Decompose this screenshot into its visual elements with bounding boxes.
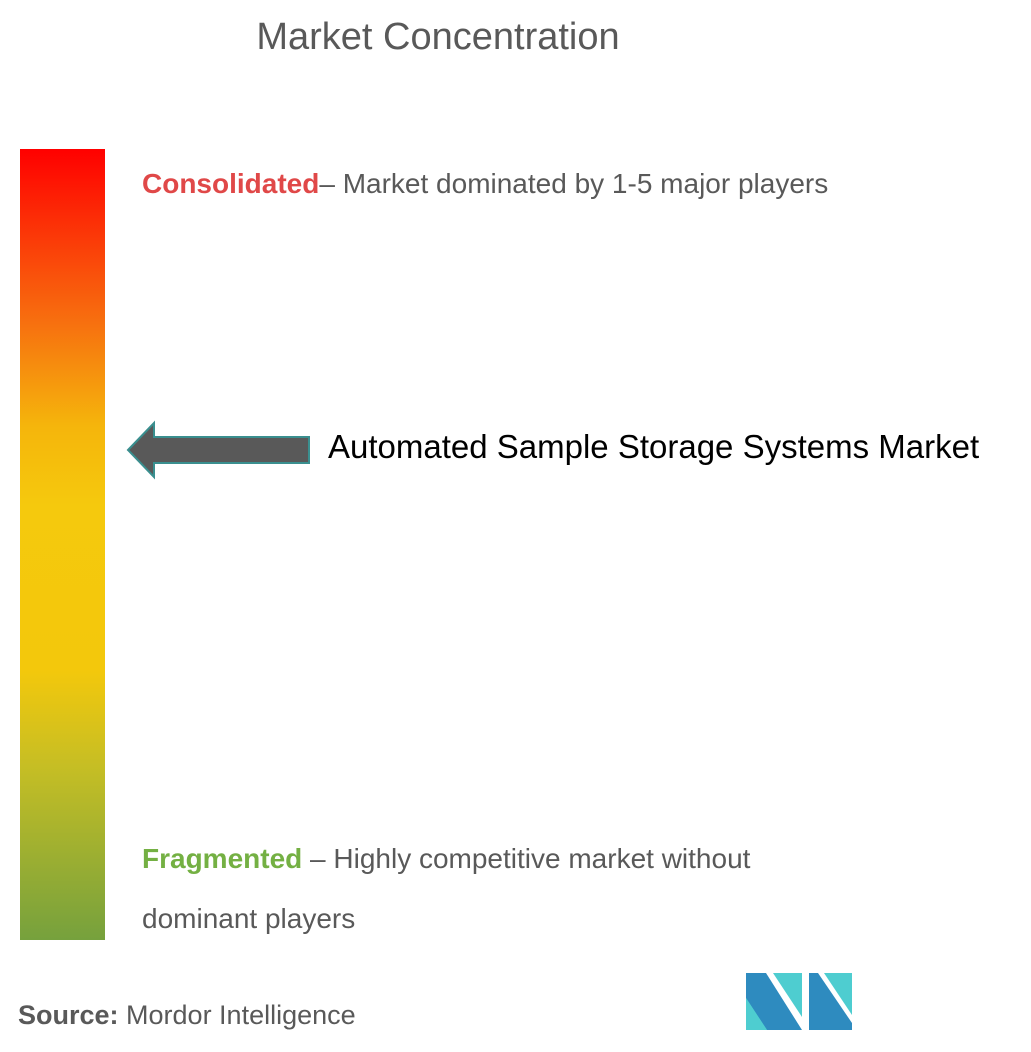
source-value: Mordor Intelligence bbox=[118, 1000, 356, 1030]
source-label: Source: bbox=[18, 1000, 119, 1030]
market-name: Automated Sample Storage Systems Market bbox=[328, 428, 980, 465]
consolidated-description: Consolidated– Market dominated by 1-5 ma… bbox=[142, 154, 862, 214]
fragmented-label: Fragmented bbox=[142, 843, 303, 874]
left-arrow-icon bbox=[126, 420, 310, 480]
chart-title: Market Concentration bbox=[256, 16, 620, 58]
concentration-gradient-bar bbox=[20, 149, 105, 940]
consolidated-text: – Market dominated by 1-5 major players bbox=[319, 168, 829, 199]
source-note: Source: Mordor Intelligence bbox=[18, 1000, 356, 1031]
consolidated-label: Consolidated bbox=[142, 168, 320, 199]
fragmented-description: Fragmented – Highly competitive market w… bbox=[142, 829, 862, 949]
mordor-intelligence-logo bbox=[746, 973, 852, 1030]
fragmented-text: – Highly competitive market without domi… bbox=[142, 843, 751, 934]
